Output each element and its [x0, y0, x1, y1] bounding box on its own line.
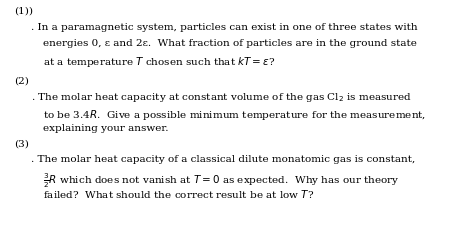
- Text: explaining your answer.: explaining your answer.: [43, 124, 168, 133]
- Text: . In a paramagnetic system, particles can exist in one of three states with: . In a paramagnetic system, particles ca…: [31, 22, 418, 32]
- Text: to be 3.4$R$.  Give a possible minimum temperature for the measurement,: to be 3.4$R$. Give a possible minimum te…: [43, 108, 426, 122]
- Text: . The molar heat capacity at constant volume of the gas Cl$_2$ is measured: . The molar heat capacity at constant vo…: [31, 91, 412, 104]
- Text: . The molar heat capacity of a classical dilute monatomic gas is constant,: . The molar heat capacity of a classical…: [31, 156, 415, 164]
- Text: (1)): (1)): [14, 6, 33, 15]
- Text: (2): (2): [14, 76, 29, 85]
- Text: (3): (3): [14, 140, 29, 149]
- Text: failed?  What should the correct result be at low $T$?: failed? What should the correct result b…: [43, 188, 314, 200]
- Text: $\frac{3}{2}R$ which does not vanish at $T = 0$ as expected.  Why has our theory: $\frac{3}{2}R$ which does not vanish at …: [43, 172, 399, 190]
- Text: at a temperature $T$ chosen such that $kT = \varepsilon$?: at a temperature $T$ chosen such that $k…: [43, 55, 275, 69]
- Text: energies 0, ε and 2ε.  What fraction of particles are in the ground state: energies 0, ε and 2ε. What fraction of p…: [43, 39, 417, 48]
